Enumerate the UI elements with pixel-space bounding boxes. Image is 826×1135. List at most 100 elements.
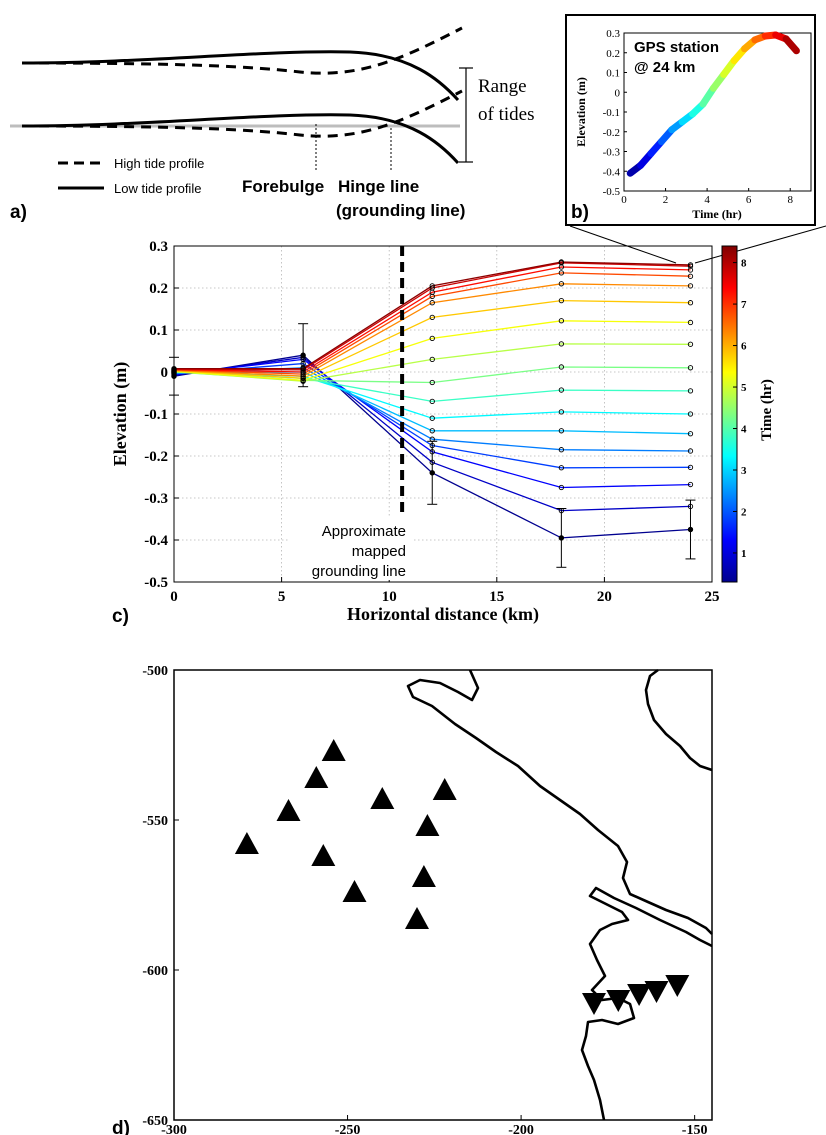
c-data-point	[429, 398, 435, 405]
inset-x-axis-label: Time (hr)	[692, 207, 741, 221]
c-data-point	[687, 319, 694, 326]
c-y-tick-label: 0	[161, 365, 169, 381]
colorbar-tick-label: 7	[741, 299, 747, 311]
c-data-point	[558, 270, 565, 276]
c-data-point	[687, 388, 694, 394]
c-gridlines	[174, 246, 712, 582]
c-x-tick-label: 0	[170, 589, 178, 605]
colorbar-tick-label: 1	[741, 548, 747, 560]
station-triangle-up	[276, 799, 301, 821]
forebulge-label: Forebulge	[242, 177, 324, 196]
inset-x-tick-label: 8	[787, 194, 793, 206]
c-error-center	[300, 352, 306, 358]
station-triangle-up	[342, 880, 367, 902]
inset-connector-left	[569, 225, 677, 264]
inset-connector-right	[694, 225, 826, 264]
panel-b-label: b)	[571, 202, 589, 223]
c-data-point	[687, 448, 694, 454]
colorbar-tick-label: 8	[741, 258, 747, 270]
hinge-line-label: Hinge line	[338, 177, 419, 196]
c-data-point	[558, 259, 565, 265]
c-data-point	[429, 428, 435, 434]
inset-y-tick-label: -0.3	[603, 147, 621, 159]
c-x-tick-label: 5	[278, 589, 286, 605]
c-y-tick-label: -0.3	[144, 491, 168, 507]
lower-high-tide-profile	[21, 89, 463, 138]
inset-x-tick-label: 2	[663, 194, 669, 206]
coastline-main	[406, 669, 713, 1121]
inset-y-tick-label: -0.2	[603, 127, 620, 139]
d-station-markers	[234, 739, 690, 1015]
c-x-axis-label: Horizontal distance (km)	[347, 604, 539, 625]
c-data-point	[687, 411, 694, 417]
c-error-center	[558, 535, 564, 541]
station-triangle-down	[644, 981, 669, 1003]
range-label-line1: Range	[478, 76, 527, 97]
c-data-point	[558, 387, 565, 393]
inset-y-tick-label: 0.2	[606, 48, 620, 60]
c-data-point	[429, 314, 435, 321]
station-triangle-down	[606, 990, 631, 1012]
c-annotation-line1: Approximate	[322, 523, 406, 540]
c-y-tick-label: -0.2	[144, 449, 168, 465]
panel-a-schematic: Range of tides High tide profile Low tid…	[10, 26, 534, 223]
inset-x-tick-label: 0	[621, 194, 627, 206]
c-x-tick-label: 25	[705, 589, 720, 605]
coastline-upper-right	[644, 668, 713, 772]
inset-annotation-line2: @ 24 km	[634, 59, 695, 76]
panel-c-chart: 0 5 10 15 20 25-0.5-0.4-0.3-0.2-0.100.10.20.3…	[110, 239, 775, 627]
c-data-point	[558, 465, 565, 471]
colorbar-tick-label: 5	[741, 382, 747, 394]
legend-low-tide-label: Low tide profile	[114, 181, 201, 196]
inset-x-tick-label: 6	[746, 194, 752, 206]
c-x-tick-label: 20	[597, 589, 612, 605]
c-data-point	[558, 281, 565, 287]
c-error-center	[429, 470, 435, 476]
colorbar-tick-label: 6	[741, 341, 747, 353]
station-triangle-down	[627, 984, 652, 1006]
station-triangle-up	[311, 844, 336, 866]
station-triangle-down	[665, 975, 690, 997]
c-data-point	[687, 267, 694, 273]
c-error-center	[171, 373, 177, 379]
c-data-point	[687, 273, 694, 279]
station-triangle-up	[234, 832, 259, 854]
c-data-point	[429, 415, 435, 421]
c-data-point	[687, 464, 694, 470]
c-data-point	[687, 262, 694, 268]
c-ticks: 0 5 10 15 20 25 -0.5 -0.4 -0.3 -0.2 -0.1 0 0.1 0.2 0.3	[144, 239, 719, 605]
station-triangle-up	[304, 766, 329, 788]
station-triangle-up	[432, 778, 457, 800]
inset-y-tick-label: -0.1	[603, 107, 620, 119]
d-y-tick-label: -550	[142, 814, 168, 829]
d-x-tick-label: -300	[161, 1123, 187, 1135]
c-series-line	[173, 283, 691, 377]
c-error-center	[687, 526, 694, 533]
d-x-tick-label: -150	[682, 1123, 708, 1135]
c-data-point	[687, 300, 694, 306]
c-data-point	[558, 364, 565, 370]
c-series-line	[173, 262, 691, 371]
panel-d-map: -300 -250 -200 -150 -500 -550 -600 -650 d)	[112, 664, 713, 1135]
c-data-point	[429, 356, 435, 363]
c-series-line	[173, 299, 691, 379]
legend-high-tide-label: High tide profile	[114, 156, 204, 171]
c-data-point	[429, 300, 435, 306]
panel-a-label: a)	[10, 202, 27, 223]
d-x-tick-label: -200	[508, 1123, 534, 1135]
inset-y-tick-label: -0.4	[603, 166, 621, 178]
c-data-point	[687, 283, 694, 289]
inset-y-tick-label: -0.5	[603, 186, 621, 198]
c-data-point	[687, 365, 694, 371]
range-label-line2: of tides	[478, 104, 534, 125]
c-data-point	[429, 285, 435, 291]
c-annotation-line2: mapped	[352, 543, 406, 560]
c-series-line	[173, 266, 691, 373]
station-triangle-up	[411, 865, 436, 887]
c-y-tick-label: 0.3	[149, 239, 168, 255]
inset-x-tick-label: 4	[704, 194, 710, 206]
station-triangle-up	[370, 787, 395, 809]
colorbar-label: Time (hr)	[759, 379, 775, 441]
grounding-line-label: (grounding line)	[336, 201, 465, 220]
